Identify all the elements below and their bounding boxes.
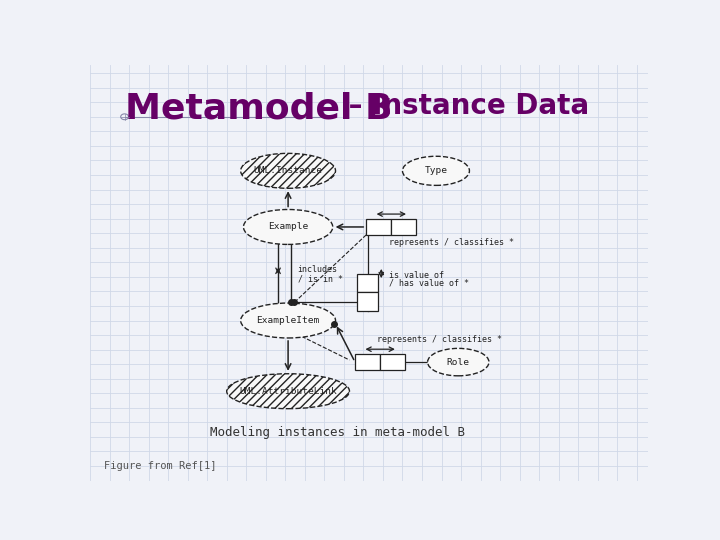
Text: Example: Example bbox=[268, 222, 308, 232]
Bar bbox=[366, 219, 392, 235]
Bar bbox=[380, 354, 405, 370]
Text: / has value of *: / has value of * bbox=[389, 278, 469, 287]
Text: represents / classifies *: represents / classifies * bbox=[389, 238, 513, 247]
Text: UML.Instance: UML.Instance bbox=[253, 166, 323, 176]
Ellipse shape bbox=[428, 348, 489, 376]
Bar bbox=[357, 292, 379, 311]
Text: Modeling instances in meta-model B: Modeling instances in meta-model B bbox=[210, 426, 465, 439]
Ellipse shape bbox=[227, 374, 349, 409]
Bar bbox=[392, 219, 416, 235]
Ellipse shape bbox=[240, 303, 336, 338]
Text: represents / classifies *: represents / classifies * bbox=[377, 335, 503, 344]
Text: is value of: is value of bbox=[389, 271, 444, 280]
Text: Metamodel B: Metamodel B bbox=[125, 92, 392, 126]
Bar bbox=[357, 274, 379, 292]
Ellipse shape bbox=[240, 153, 336, 188]
Text: Role: Role bbox=[447, 357, 469, 367]
Text: UML.AttributeLink: UML.AttributeLink bbox=[239, 387, 337, 396]
Text: Type: Type bbox=[425, 166, 447, 176]
Text: ExampleItem: ExampleItem bbox=[256, 316, 320, 325]
Ellipse shape bbox=[243, 210, 333, 245]
Text: – Instance Data: – Instance Data bbox=[339, 92, 590, 120]
Text: Figure from Ref[1]: Figure from Ref[1] bbox=[104, 462, 217, 471]
Text: includes: includes bbox=[297, 265, 338, 274]
Text: / is in *: / is in * bbox=[297, 274, 343, 283]
Ellipse shape bbox=[402, 156, 469, 185]
Bar bbox=[355, 354, 380, 370]
